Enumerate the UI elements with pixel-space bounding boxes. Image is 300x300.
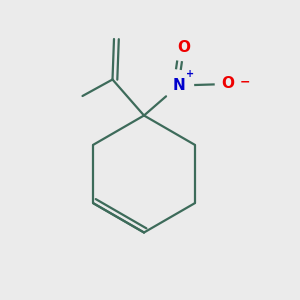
Text: O: O bbox=[177, 40, 190, 56]
Text: −: − bbox=[240, 75, 251, 88]
Text: N: N bbox=[172, 78, 185, 93]
Text: +: + bbox=[186, 69, 194, 79]
Text: O: O bbox=[221, 76, 235, 92]
